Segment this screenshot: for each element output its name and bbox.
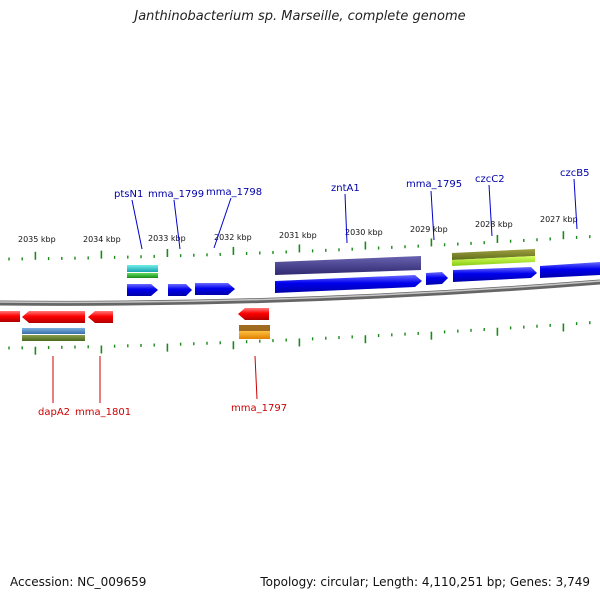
leader-czcB5 bbox=[573, 178, 578, 230]
forward-label-leaders bbox=[131, 178, 578, 250]
kbp-label: 2031 kbp bbox=[279, 231, 317, 240]
feature-bar-orange-light[interactable] bbox=[239, 331, 270, 339]
topology-text: Topology: circular; Length: 4,110,251 bp… bbox=[260, 575, 590, 589]
kbp-label: 2035 kbp bbox=[18, 235, 56, 244]
kbp-label: 2028 kbp bbox=[475, 220, 513, 229]
forward-genes bbox=[127, 262, 600, 296]
feature-bar-olive[interactable] bbox=[452, 249, 535, 260]
leader-czcC2 bbox=[488, 184, 493, 237]
leader-mma_1795 bbox=[430, 190, 435, 241]
leader-mma_1797 bbox=[254, 355, 258, 400]
map-title: Janthinobacterium sp. Marseille, complet… bbox=[134, 9, 466, 24]
accession-text: Accession: NC_009659 bbox=[10, 575, 147, 589]
gene-arrow-mma_1799[interactable] bbox=[168, 284, 192, 296]
leader-mma_1799 bbox=[173, 199, 181, 250]
gene-arrow-czcC2[interactable] bbox=[453, 267, 537, 282]
forward-tick-row bbox=[8, 231, 591, 261]
feature-bar-darkgreen[interactable] bbox=[22, 335, 85, 341]
genome-backbone-highlight bbox=[0, 280, 600, 304]
gene-label-mma_1795[interactable]: mma_1795 bbox=[406, 179, 462, 190]
gene-label-czcC2[interactable]: czcC2 bbox=[475, 174, 505, 185]
feature-bar-steel[interactable] bbox=[22, 328, 85, 334]
gene-label-mma_1799[interactable]: mma_1799 bbox=[148, 189, 204, 200]
gene-arrow-zntA1[interactable] bbox=[275, 275, 422, 293]
genome-backbone bbox=[0, 279, 600, 306]
kbp-label: 2029 kbp bbox=[410, 225, 448, 234]
gene-arrow-mma_1797[interactable] bbox=[238, 308, 269, 320]
reverse-feature-tracks bbox=[22, 325, 270, 341]
gene-label-mma_1801[interactable]: mma_1801 bbox=[75, 407, 131, 418]
feature-bar-green[interactable] bbox=[127, 273, 158, 278]
reverse-genes bbox=[0, 308, 269, 323]
gene-arrow-dapA2[interactable] bbox=[22, 311, 85, 323]
feature-bar-lime[interactable] bbox=[452, 256, 535, 266]
gene-arrow-mma_1798[interactable] bbox=[195, 283, 235, 295]
gene-label-zntA1[interactable]: zntA1 bbox=[331, 183, 360, 194]
leader-mma_1798 bbox=[213, 197, 232, 249]
feature-bar-orange[interactable] bbox=[239, 325, 270, 331]
gene-label-ptsN1[interactable]: ptsN1 bbox=[114, 189, 143, 200]
gene-arrow-reverse[interactable] bbox=[0, 311, 20, 322]
gene-arrow-ptsN1[interactable] bbox=[127, 284, 158, 296]
feature-bar-purple[interactable] bbox=[275, 256, 421, 275]
forward-feature-tracks bbox=[127, 249, 535, 278]
gene-label-dapA2[interactable]: dapA2 bbox=[38, 407, 70, 418]
kbp-scale: 2035 kbp 2034 kbp 2033 kbp 2032 kbp 2031… bbox=[18, 215, 578, 244]
reverse-label-leaders bbox=[52, 355, 258, 403]
kbp-label: 2027 kbp bbox=[540, 215, 578, 224]
gene-label-czcB5[interactable]: czcB5 bbox=[560, 168, 589, 179]
forward-gene-labels: ptsN1 mma_1799 mma_1798 zntA1 mma_1795 c… bbox=[114, 168, 589, 200]
gene-arrow-mma_1795[interactable] bbox=[426, 272, 448, 285]
leader-ptsN1 bbox=[131, 199, 143, 250]
kbp-label: 2030 kbp bbox=[345, 228, 383, 237]
kbp-label: 2032 kbp bbox=[214, 233, 252, 242]
gene-arrow-mma_1801[interactable] bbox=[88, 311, 113, 323]
kbp-label: 2033 kbp bbox=[148, 234, 186, 243]
leader-zntA1 bbox=[344, 193, 348, 244]
gene-arrow-czcB5[interactable] bbox=[540, 262, 600, 278]
kbp-label: 2034 kbp bbox=[83, 235, 121, 244]
reverse-tick-row bbox=[8, 321, 591, 355]
gene-label-mma_1797[interactable]: mma_1797 bbox=[231, 403, 287, 414]
reverse-gene-labels: dapA2 mma_1801 mma_1797 bbox=[38, 403, 287, 418]
feature-bar-cyan[interactable] bbox=[127, 265, 158, 272]
gene-label-mma_1798[interactable]: mma_1798 bbox=[206, 187, 262, 198]
